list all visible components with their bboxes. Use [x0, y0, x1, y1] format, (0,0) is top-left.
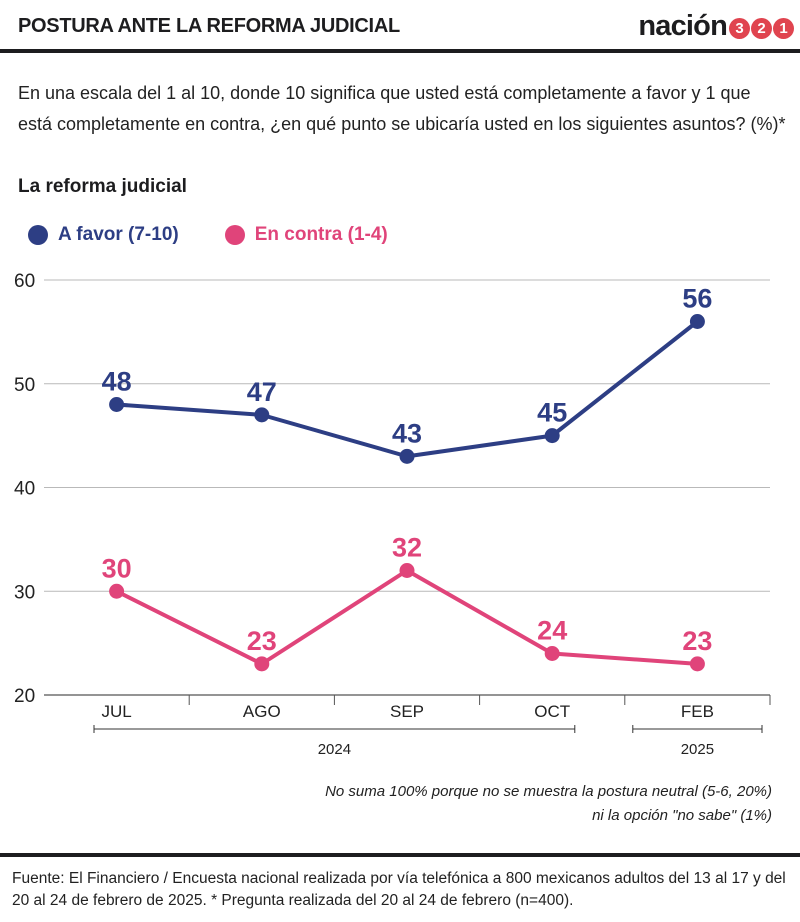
brand-digit-1: 1 — [773, 18, 794, 39]
data-label: 47 — [247, 377, 277, 407]
header-divider — [0, 49, 800, 53]
y-tick-label: 50 — [14, 375, 35, 396]
data-point — [689, 314, 705, 329]
x-tick-label: FEB — [681, 702, 714, 721]
legend-dot-favor — [28, 225, 48, 245]
line-chart: 20 30 40 50 60 JUL AGO SEP OCT FEB 2024 2025 48 47 43 4… — [14, 271, 771, 758]
data-label: 45 — [537, 398, 567, 428]
chart-legend: A favor (7-10) En contra (1-4) — [28, 224, 434, 246]
x-tick-label: OCT — [534, 702, 570, 721]
legend-label-contra: En contra (1-4) — [254, 224, 388, 245]
data-label: 23 — [682, 626, 712, 656]
y-tick-label: 30 — [14, 582, 35, 603]
year-label: 2025 — [681, 741, 714, 758]
x-tick-label: AGO — [243, 702, 281, 721]
y-tick-label: 20 — [14, 686, 35, 707]
brand-word: nación — [638, 10, 727, 42]
data-point — [399, 563, 415, 578]
data-point — [544, 428, 560, 444]
data-point — [399, 448, 415, 464]
chart-note: No suma 100% porque no se muestra la pos… — [325, 783, 772, 824]
footer-divider — [0, 853, 800, 857]
y-tick-label: 60 — [14, 271, 35, 292]
legend-item-favor: A favor (7-10) — [28, 224, 179, 246]
series-line-contra — [115, 568, 698, 666]
legend-label-favor: A favor (7-10) — [58, 224, 179, 245]
data-point — [254, 656, 270, 672]
data-point — [689, 656, 705, 672]
data-point — [109, 583, 125, 599]
page-title: POSTURA ANTE LA REFORMA JUDICIAL — [18, 15, 400, 37]
legend-dot-contra — [224, 225, 245, 245]
survey-question: En una escala del 1 al 10, donde 10 sign… — [18, 83, 786, 134]
source-text: Fuente: El Financiero / Encuesta naciona… — [12, 870, 786, 909]
data-label: 30 — [102, 553, 132, 583]
data-label: 56 — [682, 284, 712, 314]
header: POSTURA ANTE LA REFORMA JUDICIAL nación … — [0, 0, 800, 52]
year-label: 2024 — [318, 741, 351, 758]
data-point — [544, 646, 560, 661]
data-label: 48 — [102, 367, 132, 397]
data-label: 43 — [392, 418, 422, 448]
data-label: 32 — [392, 533, 422, 563]
chart-subtitle: La reforma judicial — [18, 176, 187, 197]
data-label: 24 — [537, 616, 567, 646]
legend-item-contra: En contra (1-4) — [224, 224, 388, 246]
data-label: 23 — [247, 626, 277, 656]
x-tick-label: SEP — [390, 702, 424, 721]
data-point — [109, 397, 125, 412]
y-tick-label: 40 — [14, 479, 35, 500]
brand-digit-3: 3 — [729, 18, 750, 39]
brand-logo: nación 3 2 1 — [638, 10, 794, 43]
data-point — [254, 407, 270, 423]
x-tick-label: JUL — [101, 702, 131, 721]
brand-digit-2: 2 — [751, 18, 772, 39]
